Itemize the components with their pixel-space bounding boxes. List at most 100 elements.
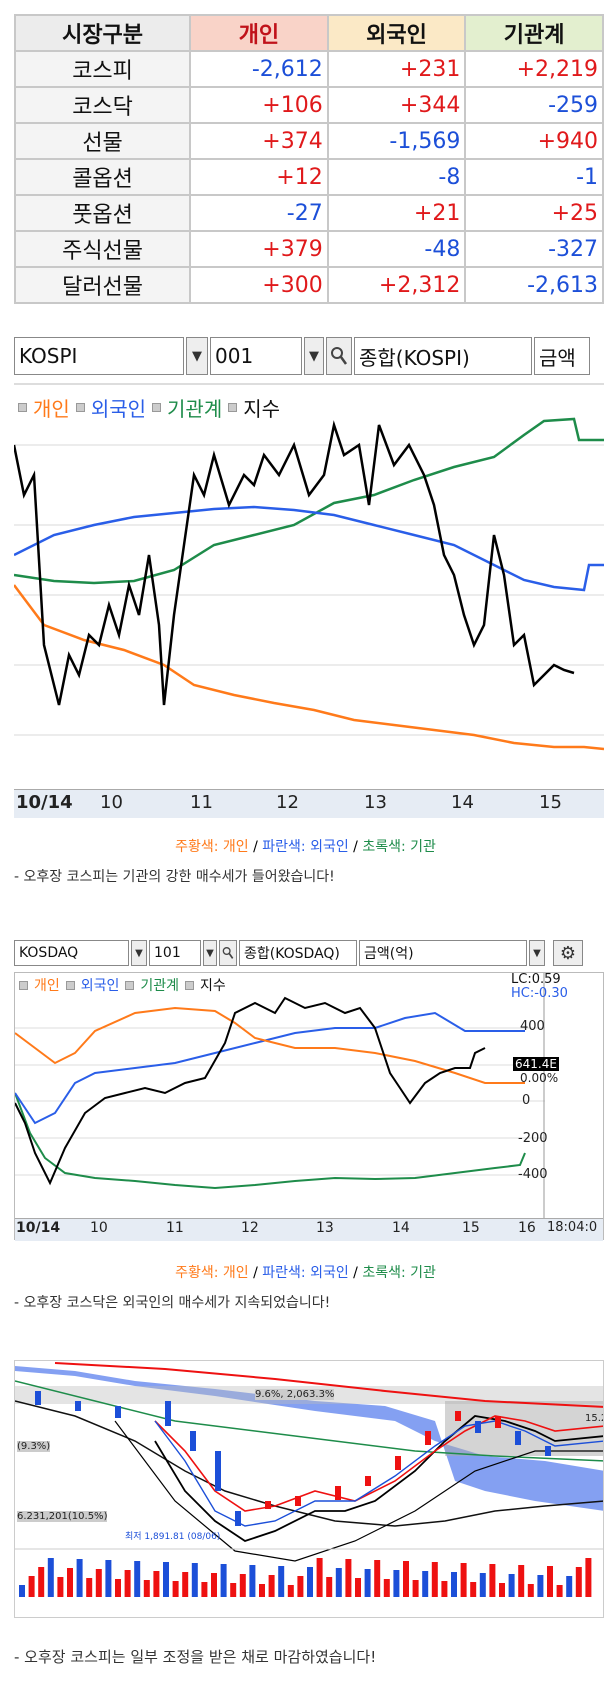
table-row: 주식선물 +379 -48 -327 — [13, 230, 604, 268]
candle-plot — [15, 1362, 603, 1597]
volume-bar — [76, 1559, 83, 1597]
volume-bar — [211, 1573, 217, 1597]
index-name-field[interactable]: 종합(KOSDAQ) — [239, 940, 357, 966]
table-row: 풋옵션 -27 +21 +25 — [13, 194, 604, 232]
foreign-cell: -8 — [326, 158, 467, 196]
series-institution-line — [14, 417, 604, 585]
legend-swatch — [125, 980, 135, 990]
market-cell: 주식선물 — [13, 230, 192, 268]
individual-cell: -2,612 — [189, 50, 329, 88]
kosdaq-toolbar: KOSDAQ ▼ 101 ▼ 종합(KOSDAQ) 금액(억) ▼ ⚙ — [14, 940, 604, 966]
code-input[interactable]: 001 — [210, 337, 302, 375]
individual-cell: +374 — [189, 122, 329, 160]
kospi-legend: 개인 외국인 기관계 지수 — [18, 393, 280, 422]
search-button[interactable] — [326, 337, 352, 375]
volume-bar — [191, 1563, 198, 1597]
candle-label: 15.2 — [585, 1413, 603, 1424]
volume-bar — [364, 1569, 371, 1597]
x-label: 13 — [316, 1220, 334, 1236]
market-select[interactable]: KOSPI — [14, 337, 184, 375]
volume-bar — [422, 1571, 429, 1597]
market-cell: 달러선물 — [13, 266, 192, 304]
volume-bar — [124, 1570, 131, 1597]
volume-bar — [585, 1558, 592, 1597]
volume-bar — [201, 1582, 208, 1597]
unit-select[interactable]: 금액 — [534, 337, 590, 375]
kosdaq-legend: 개인 외국인 기관계 지수 — [19, 975, 226, 995]
institution-cell: -259 — [464, 86, 604, 124]
series-foreign-line — [15, 1011, 525, 1125]
volume-bar — [67, 1568, 73, 1597]
lc-label: LC:0.59 — [511, 972, 561, 987]
volume-bar — [575, 1567, 582, 1597]
kospi-comment: - 오후장 코스피는 기관의 강한 매수세가 들어왔습니다! — [14, 869, 335, 885]
volume-bar — [143, 1580, 150, 1597]
code-value: 101 — [154, 945, 181, 961]
volume-bar — [451, 1572, 457, 1597]
legend-swatch — [18, 403, 27, 412]
market-select-dropdown[interactable]: ▼ — [186, 337, 208, 375]
volume-bar — [479, 1573, 486, 1597]
institution-cell: +2,219 — [464, 50, 604, 88]
x-label: 12 — [241, 1220, 259, 1236]
volume-bar — [268, 1575, 275, 1597]
chevron-down-icon: ▼ — [192, 348, 202, 364]
market-cell: 코스닥 — [13, 86, 192, 124]
settings-button[interactable]: ⚙ — [553, 940, 583, 966]
candle-chart: 9.6%, 2,063.3% (9.3%) 6.231,201(10.5%) 최… — [14, 1360, 604, 1618]
code-dropdown[interactable]: ▼ — [203, 940, 217, 966]
market-select[interactable]: KOSDAQ — [14, 940, 129, 966]
foreign-cell: +2,312 — [326, 266, 467, 304]
foreign-cell: -48 — [326, 230, 467, 268]
volume-bar — [287, 1585, 294, 1597]
volume-bar — [335, 1568, 342, 1597]
legend-swatch — [152, 403, 162, 412]
volume-bar — [115, 1579, 121, 1597]
series-individual-line — [15, 1006, 525, 1084]
volume-bar — [355, 1578, 361, 1597]
chevron-down-icon: ▼ — [533, 947, 541, 959]
volume-bar — [19, 1585, 25, 1597]
kospi-plot — [14, 417, 604, 751]
y-label: -400 — [518, 1167, 548, 1182]
code-dropdown[interactable]: ▼ — [304, 337, 324, 375]
kospi-chart: 개인 외국인 기관계 지수 10/14 10 11 12 13 14 15 — [14, 383, 604, 818]
unit-dropdown[interactable]: ▼ — [529, 940, 545, 966]
legend-swatch — [228, 403, 238, 412]
caption-green: 초록색: 기관 — [362, 1265, 436, 1281]
pct-tag: 0.00% — [520, 1071, 559, 1085]
volume-bar — [566, 1576, 573, 1597]
index-name-field[interactable]: 종합(KOSPI) — [354, 337, 532, 375]
market-select-dropdown[interactable]: ▼ — [131, 940, 147, 966]
volume-bar — [95, 1569, 102, 1597]
unit-select[interactable]: 금액(억) — [359, 940, 527, 966]
caption-blue: 파란색: 외국인 — [262, 1265, 349, 1281]
foreign-cell: +344 — [326, 86, 467, 124]
volume-bar — [537, 1575, 544, 1597]
search-button[interactable] — [219, 940, 237, 966]
index-name: 종합(KOSDAQ) — [244, 946, 340, 962]
volume-bar — [527, 1584, 534, 1597]
series-institution-line — [15, 1092, 526, 1190]
legend-foreign: 외국인 — [90, 397, 147, 421]
x-label: 10/14 — [16, 792, 73, 813]
volume-bar — [297, 1576, 304, 1597]
legend-individual: 개인 — [34, 978, 60, 994]
candle-label: 9.6%, 2,063.3% — [255, 1389, 335, 1400]
code-input[interactable]: 101 — [149, 940, 201, 966]
price-tag: 641.4E — [513, 1057, 559, 1071]
caption-sep: / — [348, 1265, 363, 1281]
gear-icon: ⚙ — [559, 942, 577, 964]
header-market: 시장구분 — [13, 14, 192, 52]
volume-bar — [153, 1571, 160, 1597]
volume-bar — [163, 1562, 169, 1597]
y-label: 400 — [520, 1019, 545, 1034]
caption-green: 초록색: 기관 — [362, 839, 436, 855]
foreign-cell: +231 — [326, 50, 467, 88]
kosdaq-x-axis — [15, 1218, 603, 1241]
volume-bar — [518, 1565, 525, 1597]
volume-bar — [326, 1577, 333, 1597]
individual-cell: +12 — [189, 158, 329, 196]
x-label: 11 — [166, 1220, 184, 1236]
legend-swatch — [185, 980, 195, 990]
